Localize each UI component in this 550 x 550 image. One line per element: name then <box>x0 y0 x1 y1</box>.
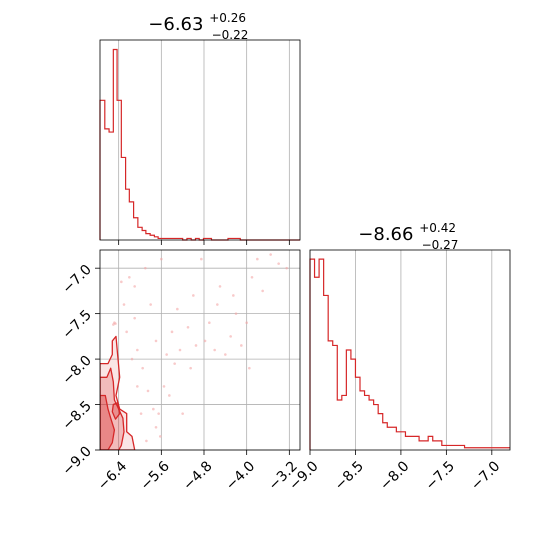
panel-bottom-left-contours <box>100 335 136 450</box>
bl-point-42 <box>145 439 148 443</box>
bl-point-46 <box>178 348 182 352</box>
panel-bottom-right-title-median: −8.66 <box>358 224 413 245</box>
br-xtick-label-1: −8.5 <box>332 458 367 493</box>
bl-xtick-label-0: −6.4 <box>95 458 130 493</box>
bl-point-53 <box>248 366 251 370</box>
bl-point-29 <box>269 253 272 256</box>
bl-point-26 <box>245 321 248 325</box>
bl-point-20 <box>203 339 207 343</box>
bl-point-41 <box>139 412 143 415</box>
bl-point-34 <box>160 257 163 261</box>
panel-bottom-right-title-lower: −0.27 <box>422 238 459 252</box>
panel-top-left-title-median: −6.63 <box>148 14 203 35</box>
bl-point-30 <box>277 262 280 265</box>
bl-point-27 <box>250 275 254 279</box>
bl-ytick-label-2: −8.0 <box>59 353 94 388</box>
bl-point-23 <box>224 353 227 356</box>
bl-point-49 <box>213 348 216 352</box>
panel-bottom-right-title: −8.66 +0.42 −0.27 <box>358 216 461 252</box>
bl-point-44 <box>168 394 171 397</box>
bl-point-6 <box>136 348 139 352</box>
bl-point-35 <box>149 303 152 306</box>
bl-point-17 <box>186 325 190 329</box>
panel-top-left-grid <box>118 40 290 240</box>
panel-bottom-right-title-upper: +0.42 <box>419 221 456 235</box>
bl-point-39 <box>130 357 134 361</box>
panel-top-left-title-lower: −0.22 <box>212 28 249 42</box>
bl-point-4 <box>128 275 131 279</box>
bl-point-24 <box>229 335 232 338</box>
bl-point-45 <box>173 362 176 365</box>
bl-ytick-label-4: −7.0 <box>59 262 94 297</box>
bl-point-8 <box>146 389 150 393</box>
bl-point-18 <box>192 294 195 297</box>
bl-point-2 <box>112 323 115 326</box>
panel-bottom-right-frame <box>309 249 511 451</box>
panel-bottom-right-histogram <box>309 258 510 450</box>
bl-xtick-label-1: −5.6 <box>138 458 173 493</box>
bl-point-54 <box>261 289 264 293</box>
bl-point-14 <box>170 330 174 334</box>
bl-xtick-label-2: −4.8 <box>180 458 215 493</box>
bl-ytick-label-0: −9.0 <box>59 444 94 479</box>
bl-point-28 <box>256 257 259 261</box>
bl-point-47 <box>189 366 192 370</box>
bl-point-10 <box>154 425 158 429</box>
bl-point-16 <box>181 412 184 415</box>
panel-top-left-title: −6.63 +0.26 −0.22 <box>148 6 251 42</box>
bl-point-33 <box>144 266 147 270</box>
bl-point-31 <box>285 266 288 270</box>
panel-top-left-title-upper: +0.26 <box>209 11 246 25</box>
panel-bottom-left-scatter <box>112 253 288 443</box>
panel-bottom-left: −6.4 −5.6 −4.8 −4.0 −3.2 −9.0 −8.5 −8.0 −7.5 −7.… <box>59 249 301 494</box>
bl-point-36 <box>154 339 158 343</box>
bl-point-21 <box>208 321 211 325</box>
br-xtick-label-4: −7.0 <box>468 458 503 493</box>
bl-point-7 <box>141 366 144 370</box>
bl-point-22 <box>216 303 219 306</box>
bl-point-19 <box>200 257 203 261</box>
bl-point-48 <box>194 344 198 347</box>
bl-contour-inner <box>100 394 116 450</box>
bl-point-3 <box>122 303 126 306</box>
br-xtick-label-2: −8.0 <box>377 458 412 493</box>
bl-point-1 <box>114 322 117 325</box>
panel-bottom-right: −9.0 −8.5 −8.0 −7.5 −7.0 −8.66 +0.42 −0.27 <box>286 216 511 494</box>
bl-point-37 <box>120 280 123 284</box>
bl-contour-island <box>111 402 121 420</box>
bl-point-11 <box>158 435 162 438</box>
bl-ytick-label-3: −7.5 <box>59 307 94 342</box>
bl-point-9 <box>152 407 155 411</box>
panel-bottom-right-x-ticks: −9.0 −8.5 −8.0 −7.5 −7.0 <box>286 450 503 494</box>
bl-point-43 <box>157 412 160 415</box>
bl-xtick-label-3: −4.0 <box>223 458 258 493</box>
panel-top-left-background <box>100 40 300 240</box>
bl-point-50 <box>218 285 222 288</box>
bl-contour-outer <box>100 335 136 450</box>
panel-bottom-left-background <box>100 250 300 450</box>
panel-top-left-frame <box>99 39 301 241</box>
bl-point-32 <box>133 285 136 288</box>
bl-contour-middle <box>100 367 125 450</box>
bl-point-15 <box>176 307 179 311</box>
bl-point-12 <box>162 385 166 388</box>
panel-bottom-left-y-ticks: −9.0 −8.5 −8.0 −7.5 −7.0 <box>59 262 100 479</box>
bl-point-52 <box>240 344 243 347</box>
bl-point-40 <box>136 385 139 388</box>
panel-bottom-left-frame <box>99 249 301 451</box>
panel-top-left-x-ticks <box>118 240 290 245</box>
panel-bottom-left-x-ticks: −6.4 −5.6 −4.8 −4.0 −3.2 <box>95 450 301 494</box>
bl-point-25 <box>234 312 238 315</box>
br-xtick-label-3: −7.5 <box>423 458 458 493</box>
bl-point-5 <box>133 316 136 320</box>
bl-point-38 <box>125 330 128 334</box>
panel-bottom-right-background <box>310 250 510 450</box>
bl-ytick-label-1: −8.5 <box>59 398 94 433</box>
panel-top-left: −6.63 +0.26 −0.22 <box>99 6 301 245</box>
bl-point-51 <box>232 294 235 297</box>
bl-point-13 <box>165 353 168 356</box>
